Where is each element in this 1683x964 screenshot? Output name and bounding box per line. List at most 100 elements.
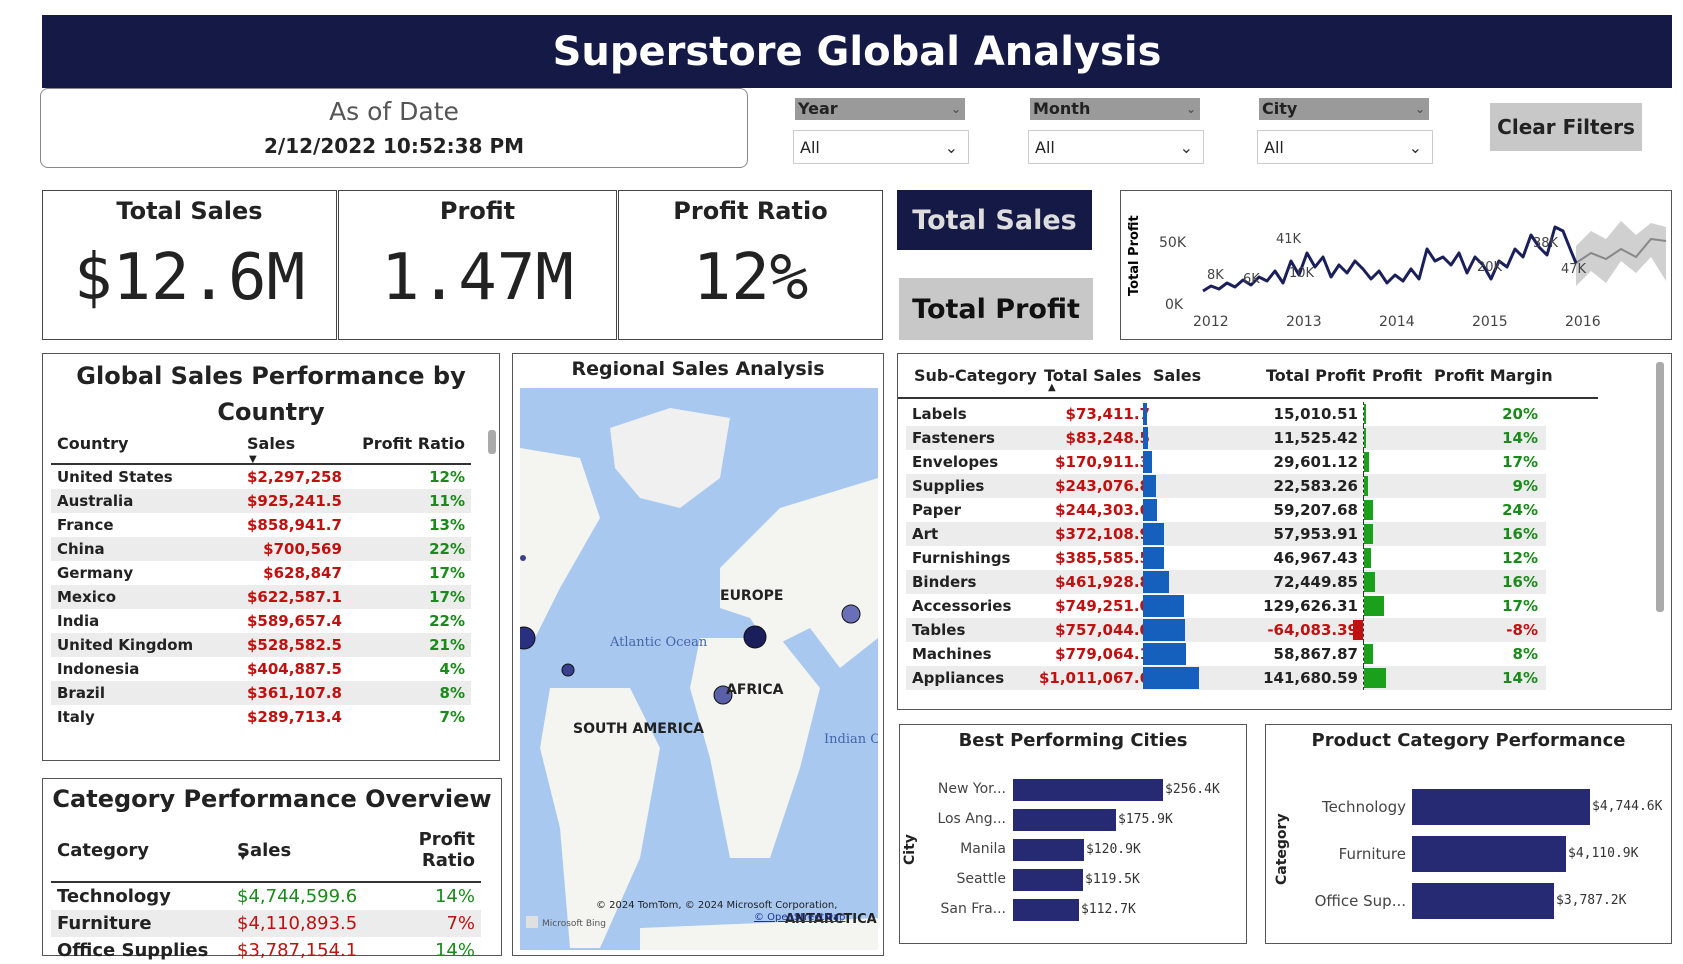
- table-row[interactable]: Envelopes $170,911.3 29,601.12 17%: [906, 450, 1546, 474]
- col-header-total-sales[interactable]: Total Sales: [1044, 366, 1142, 385]
- col-header-profit-margin[interactable]: Profit Margin: [1434, 366, 1553, 385]
- table-row[interactable]: Furnishings $385,585.5 46,967.43 12%: [906, 546, 1546, 570]
- map-bubble[interactable]: [561, 663, 575, 677]
- table-row[interactable]: Art $372,108.9 57,953.91 16%: [906, 522, 1546, 546]
- trend-y-tick: 0K: [1165, 297, 1184, 313]
- col-header-country[interactable]: Country: [57, 434, 129, 453]
- table-row[interactable]: Indonesia $404,887.5 4%: [51, 657, 471, 681]
- bar[interactable]: [1412, 882, 1554, 919]
- table-row[interactable]: Technology $4,744,599.6 14%: [51, 882, 481, 910]
- table-row[interactable]: Germany $628,847 17%: [51, 561, 471, 585]
- sales-bar: [1143, 523, 1164, 545]
- bar[interactable]: [1412, 788, 1590, 825]
- bar-row[interactable]: Los Ang... $175.9K: [900, 805, 1246, 835]
- table-row[interactable]: France $858,941.7 13%: [51, 513, 471, 537]
- table-row[interactable]: Italy $289,713.4 7%: [51, 705, 471, 729]
- total-sales-cell: $243,076.8: [1055, 477, 1150, 495]
- trend-y-axis-label: Total Profit: [1127, 215, 1142, 296]
- chevron-down-icon: ⌄: [1185, 102, 1196, 116]
- table-row[interactable]: Furniture $4,110,893.5 7%: [51, 910, 481, 937]
- table-row[interactable]: Tables $757,044.0 -64,083.39 -8%: [906, 618, 1546, 642]
- map-bubble[interactable]: [520, 555, 526, 561]
- bar-row[interactable]: Furniture $4,110.9K: [1266, 830, 1671, 877]
- city-dropdown[interactable]: All ⌄: [1257, 130, 1433, 164]
- bar-row[interactable]: Seattle $119.5K: [900, 865, 1246, 895]
- total-profit-cell: 22,583.26: [1273, 477, 1358, 495]
- subcategory-cell: Tables: [912, 621, 966, 639]
- map-bubble-united-states[interactable]: [520, 626, 536, 650]
- table-row[interactable]: Labels $73,411.7 15,010.51 20%: [906, 402, 1546, 426]
- profit-bar: [1364, 596, 1384, 616]
- profit-ratio-cell: 7%: [439, 708, 465, 726]
- bar-row[interactable]: Manila $120.9K: [900, 835, 1246, 865]
- country-cell: Germany: [57, 564, 134, 582]
- subcategory-cell: Labels: [912, 405, 967, 423]
- sales-bar: [1143, 427, 1148, 449]
- col-header-profit-ratio[interactable]: Profit Ratio: [362, 434, 465, 453]
- year-slicer-header[interactable]: Year ⌄: [795, 98, 965, 120]
- table-row[interactable]: Machines $779,064.1 58,867.87 8%: [906, 642, 1546, 666]
- bar-row[interactable]: Technology $4,744.6K: [1266, 783, 1671, 830]
- map-bubble[interactable]: [841, 604, 861, 624]
- profit-bar-axis: [1363, 402, 1364, 426]
- as-of-date-card: As of Date 2/12/2022 10:52:38 PM: [40, 88, 748, 168]
- total-sales-nav-button[interactable]: Total Sales: [897, 190, 1092, 250]
- bar-row[interactable]: Office Sup... $3,787.2K: [1266, 877, 1671, 924]
- month-slicer-header[interactable]: Month ⌄: [1030, 98, 1200, 120]
- profit-bar-axis: [1363, 642, 1364, 666]
- table-row[interactable]: Fasteners $83,248.5 11,525.42 14%: [906, 426, 1546, 450]
- col-header-profit[interactable]: Profit: [1372, 366, 1423, 385]
- scrollbar[interactable]: [1656, 362, 1664, 612]
- bar-category-label: Los Ang...: [937, 811, 1006, 827]
- table-row[interactable]: Accessories $749,251.0 129,626.31 17%: [906, 594, 1546, 618]
- table-row[interactable]: Supplies $243,076.8 22,583.26 9%: [906, 474, 1546, 498]
- table-row[interactable]: India $589,657.4 22%: [51, 609, 471, 633]
- table-row[interactable]: China $700,569 22%: [51, 537, 471, 561]
- bar[interactable]: [1013, 809, 1116, 831]
- world-map[interactable]: EUROPE AFRICA SOUTH AMERICA Atlantic Oce…: [520, 388, 878, 950]
- kpi-profit-value: 1.47M: [381, 241, 574, 315]
- table-row[interactable]: Mexico $622,587.1 17%: [51, 585, 471, 609]
- total-sales-cell: $73,411.7: [1065, 405, 1150, 423]
- bar-row[interactable]: New Yor... $256.4K: [900, 775, 1246, 805]
- table-row[interactable]: United States $2,297,258 12%: [51, 464, 471, 489]
- map-bubble[interactable]: [713, 685, 733, 705]
- bar[interactable]: [1013, 779, 1163, 801]
- table-row[interactable]: United Kingdom $528,582.5 21%: [51, 633, 471, 657]
- table-row[interactable]: Binders $461,928.8 72,449.85 16%: [906, 570, 1546, 594]
- bar[interactable]: [1013, 899, 1079, 921]
- scrollbar[interactable]: [488, 430, 496, 454]
- total-profit-nav-button[interactable]: Total Profit: [899, 278, 1093, 340]
- bar[interactable]: [1412, 835, 1566, 872]
- eurasia-shape: [720, 478, 878, 668]
- year-dropdown[interactable]: All ⌄: [793, 130, 969, 164]
- bar[interactable]: [1013, 869, 1083, 891]
- table-row[interactable]: Paper $244,303.6 59,207.68 24%: [906, 498, 1546, 522]
- table-row[interactable]: Australia $925,241.5 11%: [51, 489, 471, 513]
- city-slicer-header[interactable]: City ⌄: [1259, 98, 1429, 120]
- category-cell: Office Supplies: [57, 940, 209, 961]
- map-bubble-europe[interactable]: [743, 625, 767, 649]
- col-header-subcategory[interactable]: Sub-Category: [914, 366, 1037, 385]
- chevron-down-icon: ⌄: [1408, 138, 1422, 157]
- bar[interactable]: [1013, 839, 1084, 861]
- profit-ratio-cell: 21%: [429, 636, 465, 654]
- map-copyright: © 2024 TomTom, © 2024 Microsoft Corporat…: [596, 900, 837, 911]
- col-header-sales[interactable]: Sales ▼: [231, 827, 363, 882]
- col-header-sales[interactable]: Sales ▼: [241, 432, 348, 465]
- col-header-total-profit[interactable]: Total Profit: [1266, 366, 1366, 385]
- table-row[interactable]: Appliances $1,011,067.6 141,680.59 14%: [906, 666, 1546, 690]
- col-header-category[interactable]: Category: [57, 839, 150, 861]
- col-header-profit-ratio[interactable]: Profit Ratio: [418, 829, 475, 871]
- table-row[interactable]: Office Supplies $3,787,154.1 14%: [51, 937, 481, 964]
- trend-data-label: 47K: [1561, 262, 1587, 277]
- month-dropdown[interactable]: All ⌄: [1028, 130, 1204, 164]
- openstreetmap-link[interactable]: © OpenStreetMap: [754, 912, 845, 923]
- profit-ratio-cell: 4%: [439, 660, 465, 678]
- map-label-europe: EUROPE: [720, 588, 783, 604]
- col-header-sales[interactable]: Sales: [1153, 366, 1202, 385]
- clear-filters-button[interactable]: Clear Filters: [1490, 103, 1642, 151]
- country-cell: China: [57, 540, 105, 558]
- bar-row[interactable]: San Fra... $112.7K: [900, 895, 1246, 925]
- table-row[interactable]: Brazil $361,107.8 8%: [51, 681, 471, 705]
